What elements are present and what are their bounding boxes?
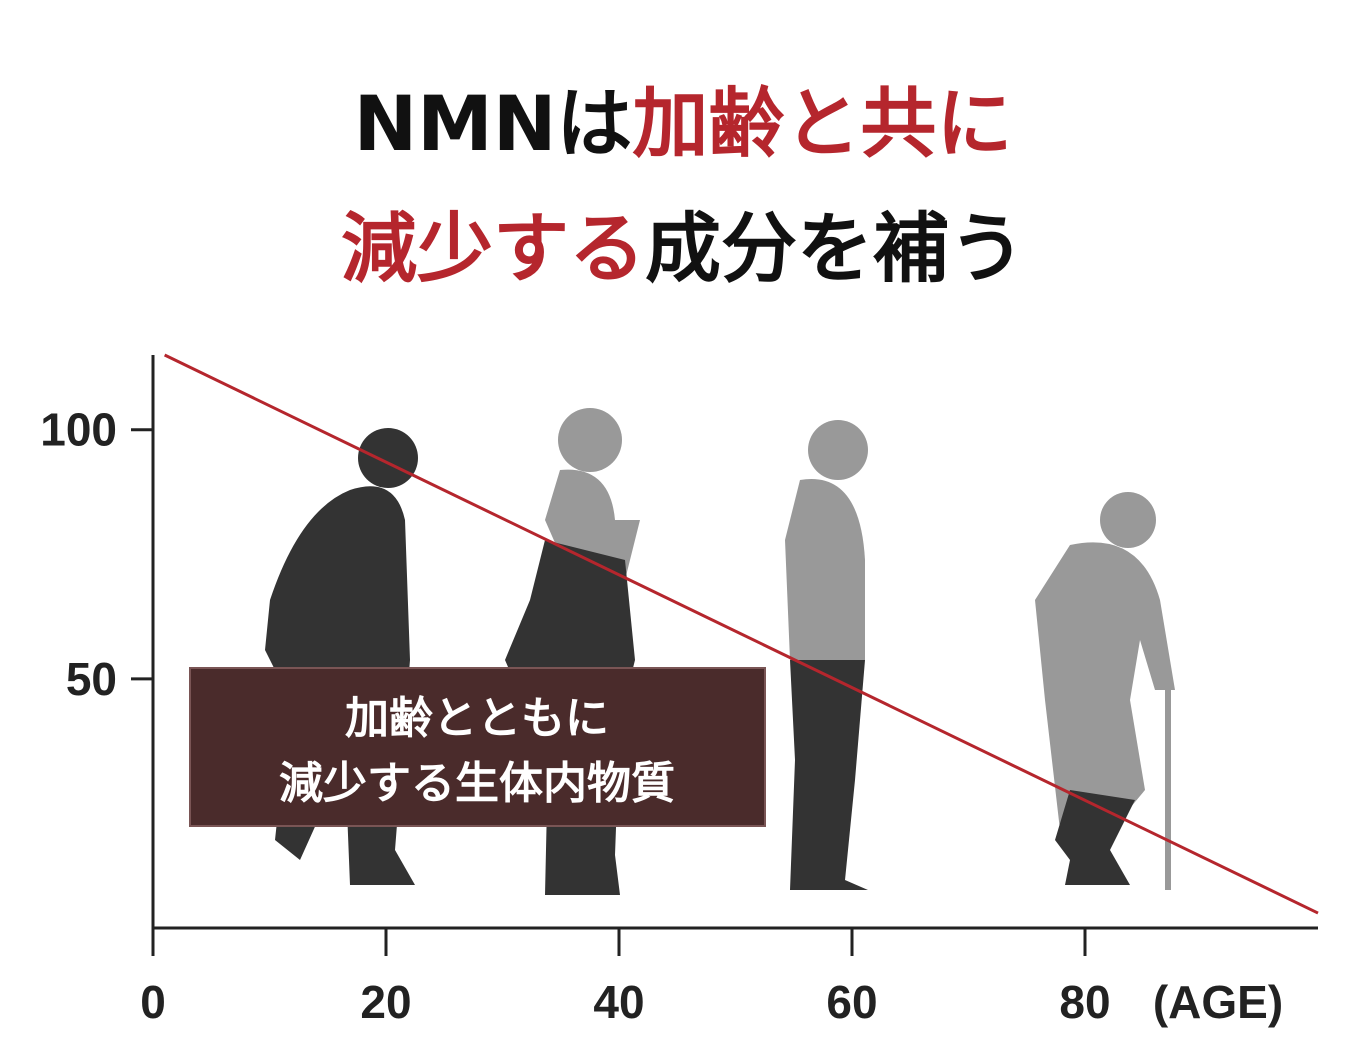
x-axis-label: (AGE) [1153,976,1283,1028]
silhouette [790,660,868,890]
chart-title: 減少する成分を補う [341,204,1025,293]
x-tick-label: 80 [1059,976,1110,1028]
y-tick-label: 100 [40,404,117,456]
silhouette [785,420,868,660]
x-tick-label: 0 [140,976,166,1028]
title-part: NMNは [354,79,633,168]
y-tick-label: 50 [66,653,117,705]
annotation-box [189,667,766,827]
x-tick-label: 60 [826,976,877,1028]
x-tick-label: 20 [360,976,411,1028]
title-part: 減少する [341,204,645,293]
annotation: 加齢とともに [345,693,609,744]
title-part: 加齢と共に [632,79,1012,168]
trend-line [163,353,1319,915]
annotation: 減少する生体内物質 [279,758,675,809]
chart-title: NMNは加齢と共に [354,79,1013,168]
x-tick-label: 40 [593,976,644,1028]
silhouette [1035,492,1175,890]
title-part: 成分を補う [645,204,1025,293]
